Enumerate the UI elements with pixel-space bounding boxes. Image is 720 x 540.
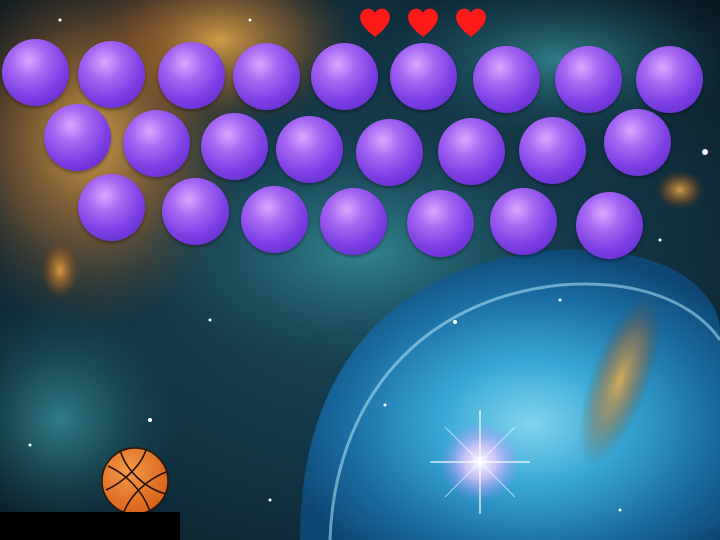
bubble-target [162, 178, 229, 245]
basketball-icon [101, 447, 169, 515]
bubble-target [201, 113, 268, 180]
bubble-target [233, 43, 300, 110]
paddle[interactable] [0, 512, 180, 540]
bubble-target [473, 46, 540, 113]
bubble-target [390, 43, 457, 110]
bubble-target [44, 104, 111, 171]
bubble-target [519, 117, 586, 184]
bubble-target [78, 41, 145, 108]
bubble-target [555, 46, 622, 113]
bubble-target [407, 190, 474, 257]
bubble-target [311, 43, 378, 110]
heart-icon [360, 8, 390, 37]
bubble-target [2, 39, 69, 106]
bubble-target [241, 186, 308, 253]
bubble-target [490, 188, 557, 255]
bubble-target [158, 42, 225, 109]
bubble-target [356, 119, 423, 186]
bubble-target [78, 174, 145, 241]
bubble-target [604, 109, 671, 176]
bubble-target [320, 188, 387, 255]
bubble-target [636, 46, 703, 113]
heart-icon [456, 8, 486, 37]
heart-icon [408, 8, 438, 37]
bubble-target [123, 110, 190, 177]
bubble-target [276, 116, 343, 183]
bubble-target [576, 192, 643, 259]
bubble-target [438, 118, 505, 185]
